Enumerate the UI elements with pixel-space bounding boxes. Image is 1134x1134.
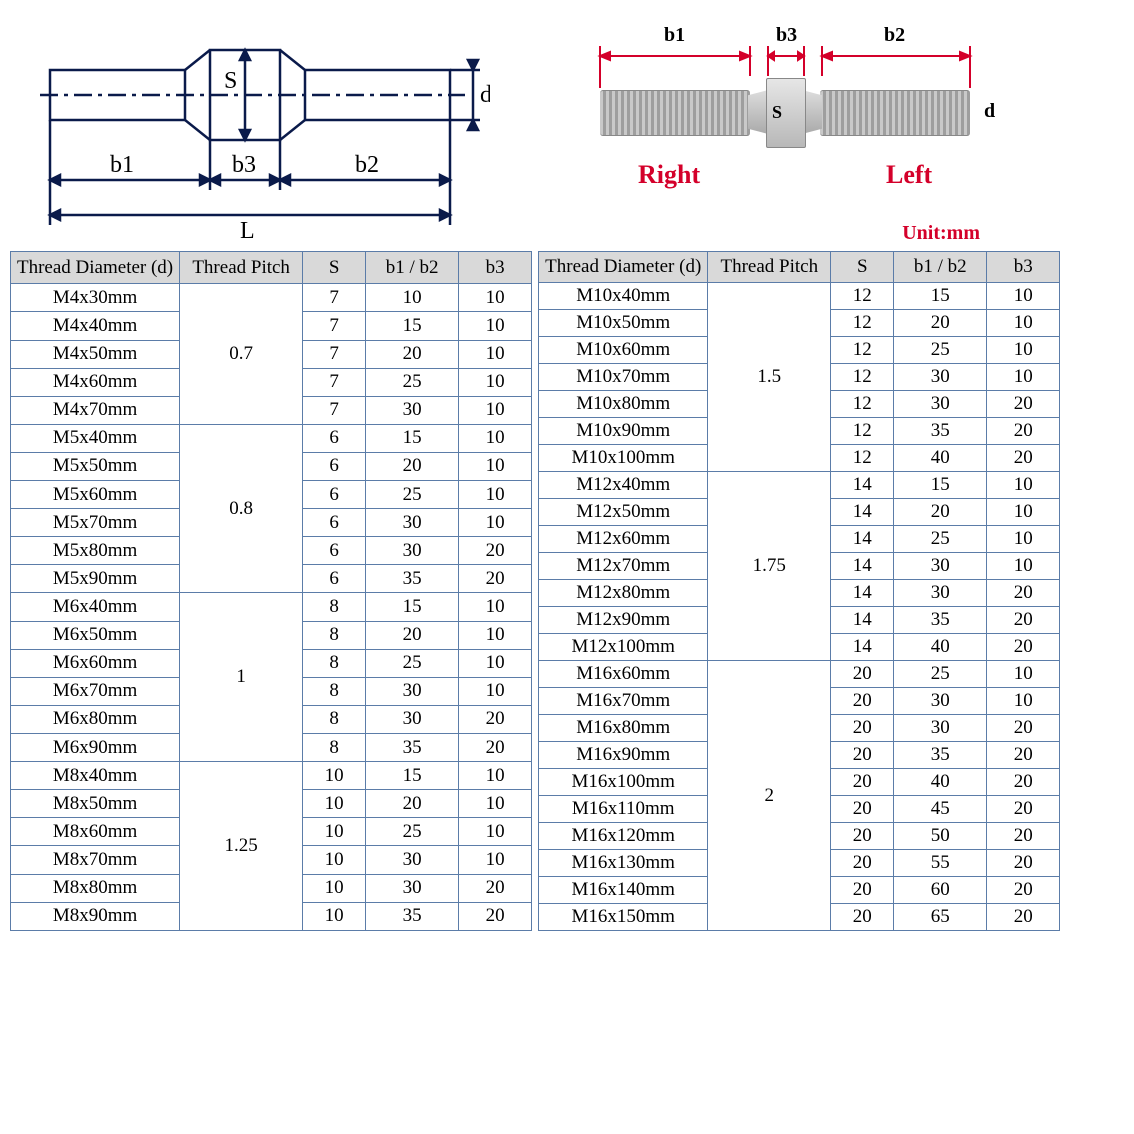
- photo-d: d: [984, 100, 995, 123]
- table-row: M5x40mm0.861510: [11, 424, 532, 452]
- tables-container: Thread Diameter (d)Thread PitchSb1 / b2b…: [10, 251, 1124, 931]
- table-row: M8x40mm1.25101510: [11, 762, 532, 790]
- photo-b3: b3: [776, 24, 797, 47]
- label-b1: b1: [110, 152, 134, 178]
- label-b2: b2: [355, 152, 379, 178]
- col-header: Thread Pitch: [180, 252, 303, 284]
- photo-b2: b2: [884, 24, 905, 47]
- spec-table-right: Thread Diameter (d)Thread PitchSb1 / b2b…: [538, 251, 1060, 931]
- col-header: b3: [987, 252, 1060, 283]
- col-header: b1 / b2: [366, 252, 459, 284]
- label-s: S: [224, 68, 237, 94]
- spec-table-left: Thread Diameter (d)Thread PitchSb1 / b2b…: [10, 251, 532, 931]
- col-header: b3: [459, 252, 532, 284]
- schematic-drawing: S d b1 b3 b2 L: [10, 10, 490, 240]
- top-diagrams: S d b1 b3 b2 L: [10, 10, 1124, 245]
- label-l: L: [240, 218, 255, 240]
- table-row: M4x30mm0.771010: [11, 284, 532, 312]
- col-header: Thread Pitch: [708, 252, 831, 283]
- unit-label: Unit:mm: [590, 222, 1020, 245]
- table-row: M12x40mm1.75141510: [539, 472, 1060, 499]
- label-b3: b3: [232, 152, 256, 178]
- label-d: d: [480, 82, 490, 108]
- col-header: Thread Diameter (d): [11, 252, 180, 284]
- col-header: S: [831, 252, 894, 283]
- table-row: M10x40mm1.5121510: [539, 283, 1060, 310]
- col-header: Thread Diameter (d): [539, 252, 708, 283]
- table-row: M6x40mm181510: [11, 593, 532, 621]
- photo-b1: b1: [664, 24, 685, 47]
- photo-s: S: [772, 102, 782, 123]
- photo-left: Left: [886, 160, 932, 190]
- photo-bolt: b1 b3 b2 S d Right Left Unit:mm: [590, 10, 1020, 245]
- photo-right: Right: [638, 160, 700, 190]
- col-header: b1 / b2: [894, 252, 987, 283]
- table-row: M16x60mm2202510: [539, 661, 1060, 688]
- col-header: S: [303, 252, 366, 284]
